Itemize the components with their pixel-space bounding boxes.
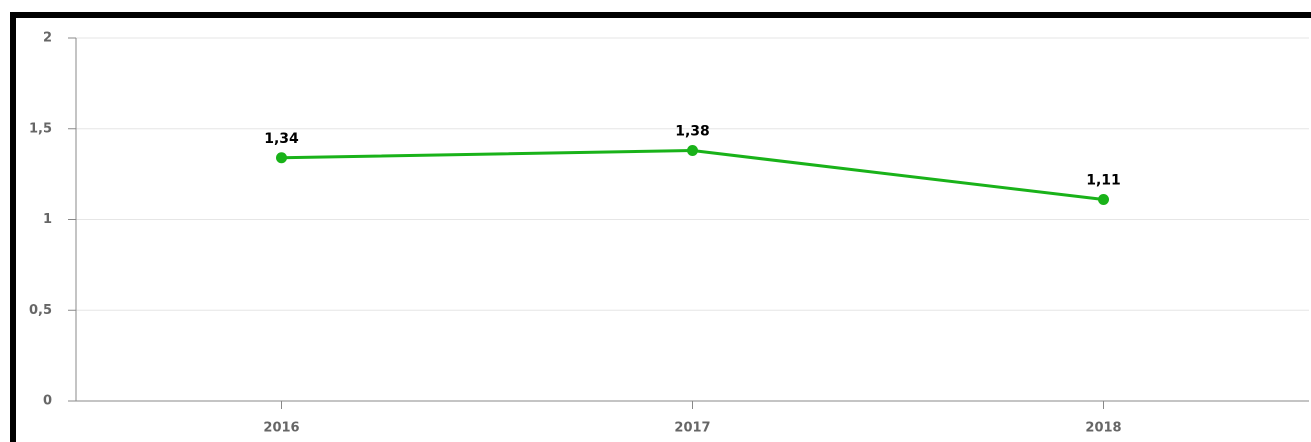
y-tick-label: 0,5: [29, 303, 52, 318]
y-tick-label: 1,5: [29, 121, 52, 136]
line: [281, 149, 1104, 202]
point: [687, 145, 698, 157]
x-tick-label: 2018: [1085, 421, 1121, 436]
y-tick-label: 0: [43, 394, 52, 409]
y-tick-label: 2: [43, 31, 52, 46]
value-label: 1,11: [1086, 173, 1121, 189]
x-tick-label: 2016: [263, 421, 299, 436]
point: [276, 152, 287, 164]
x-tick-label: 2017: [674, 421, 710, 436]
value-label: 1,38: [675, 124, 710, 140]
value-label: 1,34: [264, 131, 299, 147]
point: [1098, 194, 1109, 206]
frame: [10, 12, 1311, 442]
y-tick-label: 1: [43, 212, 52, 227]
